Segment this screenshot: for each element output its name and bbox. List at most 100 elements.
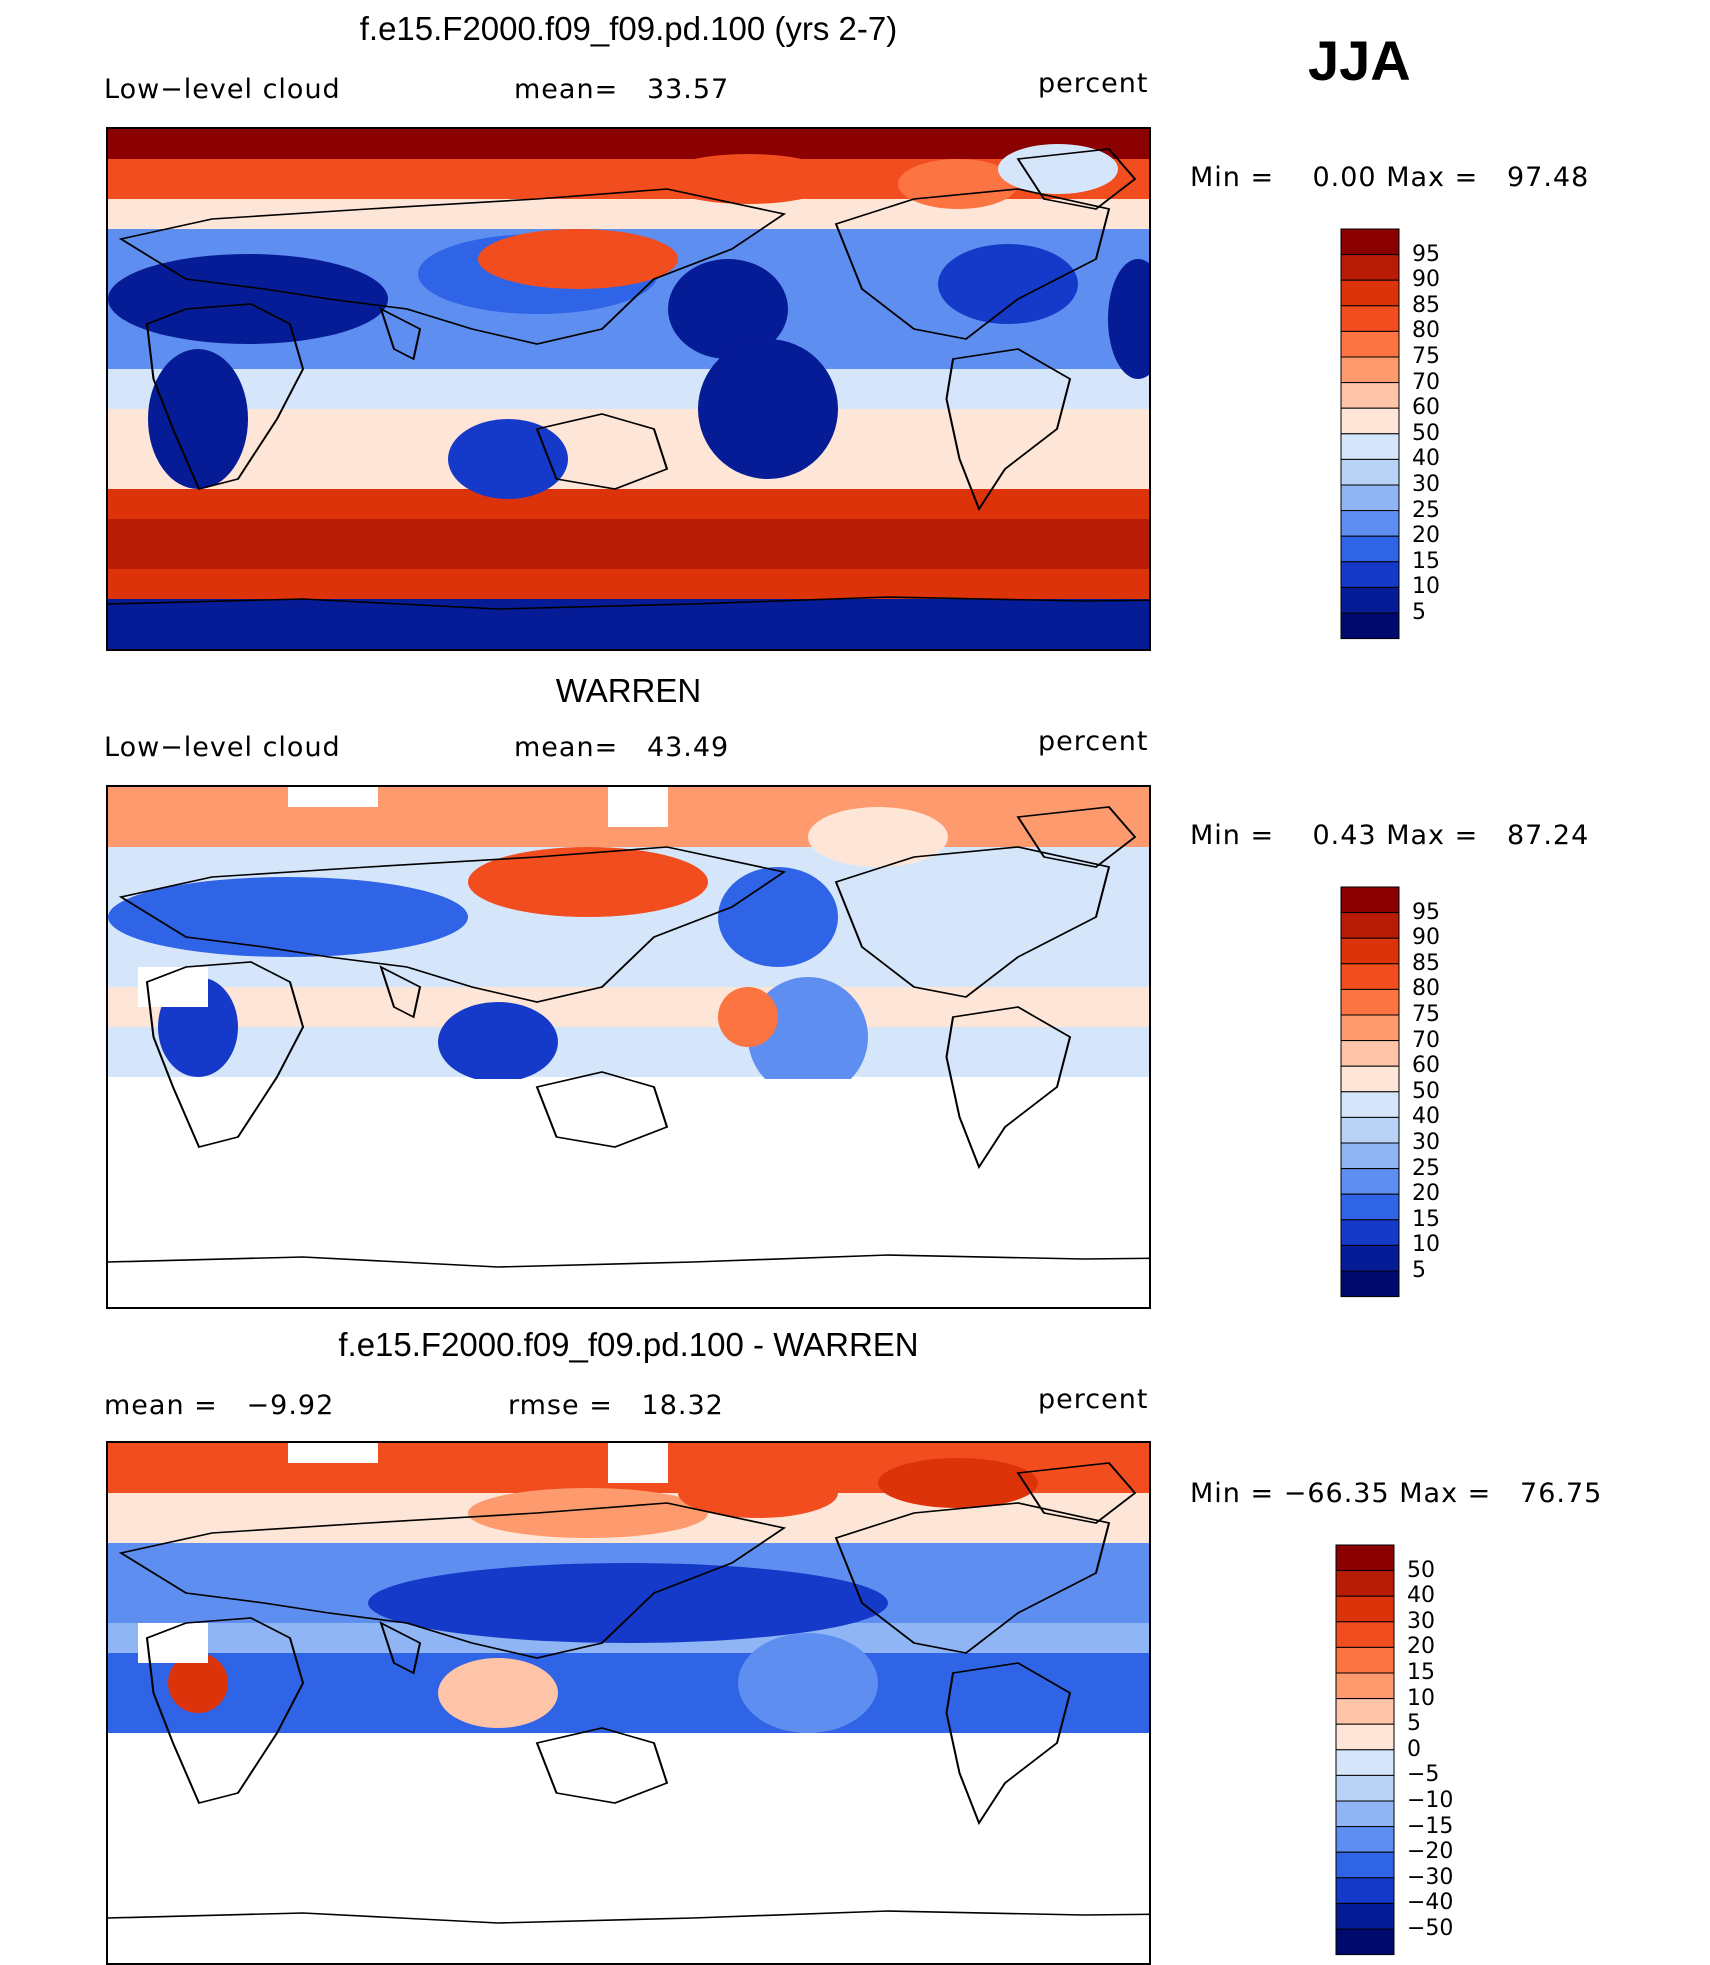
colorbar-swatch (1335, 1595, 1395, 1623)
colorbar-tick-label: 10 (1407, 1685, 1435, 1711)
colorbar-swatch (1340, 279, 1400, 307)
colorbar-swatch (1340, 330, 1400, 358)
colorbar-swatch (1340, 886, 1400, 914)
field-patch (448, 419, 568, 499)
colorbar-tick-label: −20 (1407, 1839, 1454, 1865)
panel-1-units-label: percent (1038, 68, 1149, 99)
missing-data (608, 787, 668, 827)
colorbar-tick-label: −10 (1407, 1788, 1454, 1813)
colorbar-swatch (1340, 254, 1400, 281)
field-patch (438, 1658, 558, 1728)
panel-3-max-value: 76.75 (1520, 1478, 1603, 1509)
coastline (834, 188, 1111, 340)
coastline (945, 1662, 1072, 1826)
field-patch (678, 1468, 838, 1518)
colorbar-tick-label: 15 (1412, 548, 1440, 574)
panel-3-units-label: percent (1038, 1384, 1149, 1415)
colorbar-swatch (1340, 356, 1400, 384)
colorbar-tick-label: −30 (1407, 1864, 1454, 1890)
colorbar-swatch (1340, 1244, 1400, 1272)
panel-2-title: WARREN (555, 672, 702, 709)
colorbar-swatch (1340, 988, 1400, 1016)
colorbar-swatch (1335, 1621, 1395, 1648)
panel-3-heatmap-svg (108, 1443, 1149, 1963)
panel-2-max-value: 87.24 (1506, 820, 1590, 851)
colorbar-tick-label: −40 (1407, 1890, 1454, 1916)
field-patch (108, 254, 388, 344)
field-patch (808, 807, 948, 867)
field-patch (148, 349, 248, 489)
coastline (535, 1727, 669, 1804)
panel-3-min-value: −66.35 (1283, 1478, 1390, 1509)
field-patch (478, 229, 678, 289)
colorbar-swatch (1340, 1091, 1400, 1118)
coastline (834, 846, 1111, 998)
colorbar-swatch (1340, 1142, 1400, 1170)
panel-2-variable-label: Low−level cloud (104, 732, 341, 763)
colorbar-swatch (1335, 1723, 1395, 1751)
panel-2-map (106, 785, 1151, 1309)
coastline (1016, 1462, 1137, 1524)
field-band (108, 369, 1149, 409)
panel-3-rmse-label: rmse = 18.32 (508, 1390, 724, 1421)
colorbar-swatch (1340, 612, 1400, 640)
colorbar-swatch (1335, 1851, 1395, 1879)
panel-3-title: f.e15.F2000.f09_f09.pd.100 - WARREN (338, 1326, 919, 1363)
coastline (535, 1071, 669, 1148)
colorbar-tick-label: 5 (1412, 600, 1426, 625)
colorbar-swatch (1335, 1877, 1395, 1904)
coastline (118, 188, 787, 345)
colorbar-tick-label: 90 (1412, 925, 1440, 951)
coastline (145, 303, 305, 491)
colorbar-tick-label: 0 (1407, 1736, 1421, 1762)
colorbar-swatch (1340, 912, 1400, 939)
colorbar-swatch (1335, 1749, 1395, 1776)
panel-2-heatmap-svg (108, 787, 1149, 1307)
panel-3-map (106, 1441, 1151, 1965)
missing-data (288, 787, 378, 807)
panel-3-colorbar: 50 40 30 20 15 10 5 0 −5 −10 −15 −20 −30 −40 −50 (1335, 1544, 1475, 1962)
colorbar-tick-label: 25 (1412, 497, 1440, 523)
colorbar-tick-label: 90 (1412, 267, 1440, 293)
colorbar-swatch (1335, 1826, 1395, 1853)
panel-2-mean-label: mean= 43.49 (514, 732, 730, 763)
colorbar-swatch (1335, 1570, 1395, 1597)
missing-data (108, 1079, 1149, 1307)
colorbar-tick-label: 15 (1407, 1660, 1435, 1685)
coastline (145, 1617, 305, 1805)
colorbar-tick-label: 30 (1412, 472, 1440, 497)
colorbar-tick-label: 60 (1412, 395, 1440, 421)
colorbar-swatch (1340, 1193, 1400, 1221)
field-patch (468, 1488, 708, 1538)
field-patch (368, 1563, 888, 1643)
field-patch (938, 244, 1078, 324)
coastline (379, 1621, 422, 1675)
cbar2-svg (1340, 886, 1400, 1298)
field-patch (108, 877, 468, 957)
panel-2-max-label: Max = (1386, 820, 1479, 851)
colorbar-tick-label: 15 (1412, 1206, 1440, 1232)
field-patch (698, 339, 838, 479)
panel-1-min-value: 0.00 (1312, 162, 1377, 193)
colorbar-tick-label: 50 (1412, 420, 1440, 446)
field-patch (438, 1002, 558, 1082)
panel-1-map (106, 127, 1151, 651)
field-patch (668, 259, 788, 359)
panel-2-minmax: Min = 0.43 Max = 87.24 (1190, 820, 1589, 851)
field-band (108, 519, 1149, 569)
missing-data (608, 1443, 668, 1483)
colorbar-tick-label: 50 (1412, 1078, 1440, 1104)
field-patch (468, 847, 708, 917)
season-label: JJA (1308, 29, 1411, 92)
colorbar-tick-label: 25 (1412, 1155, 1440, 1181)
coastline (118, 1502, 787, 1659)
panel-2-units-label: percent (1038, 726, 1149, 757)
colorbar-swatch (1340, 963, 1400, 990)
colorbar-swatch (1340, 484, 1400, 512)
colorbar-tick-label: 95 (1412, 241, 1440, 267)
colorbar-tick-label: 80 (1412, 318, 1440, 344)
colorbar-swatch (1340, 510, 1400, 537)
colorbar-swatch (1335, 1902, 1395, 1930)
colorbar-swatch (1340, 407, 1400, 435)
coastline (1016, 148, 1137, 210)
